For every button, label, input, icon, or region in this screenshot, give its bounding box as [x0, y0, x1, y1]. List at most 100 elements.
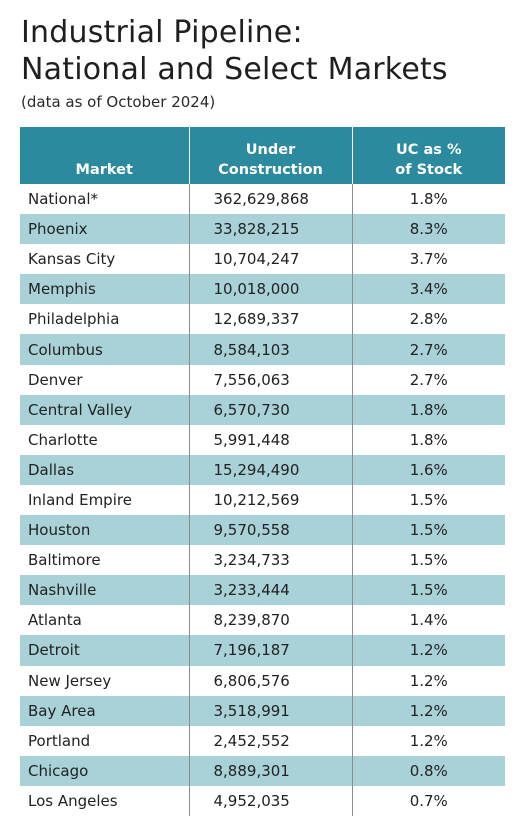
under-construction-cell: 2,452,552 [188, 725, 353, 756]
under-construction-cell: 3,233,444 [188, 575, 353, 606]
market-cell: New Jersey [20, 665, 189, 696]
uc-pct-cell: 1.8% [352, 424, 505, 455]
under-construction-cell: 8,239,870 [188, 605, 353, 636]
table-row: Columbus 8,584,103 2.7% [20, 334, 505, 365]
uc-pct-cell: 1.2% [352, 635, 505, 666]
table-row: Inland Empire 10,212,569 1.5% [20, 484, 505, 516]
table-row: Baltimore 3,234,733 1.5% [20, 545, 505, 576]
subtitle: (data as of October 2024) [21, 93, 216, 111]
table-row: Bay Area 3,518,991 1.2% [20, 695, 505, 726]
under-construction-cell: 10,018,000 [188, 274, 353, 305]
under-construction-cell: 10,704,247 [188, 244, 353, 275]
under-construction-cell: 8,584,103 [188, 334, 353, 365]
uc-pct-cell: 1.2% [352, 725, 505, 756]
header-uc-pct: UC as % of Stock [352, 127, 505, 184]
under-construction-cell: 12,689,337 [188, 304, 353, 335]
uc-pct-cell: 1.5% [352, 484, 505, 516]
header-uc-line-2: Construction [218, 162, 323, 178]
under-construction-cell: 8,889,301 [188, 755, 353, 786]
under-construction-cell: 7,196,187 [188, 635, 353, 666]
market-cell: Denver [20, 364, 189, 395]
header-market: Market [20, 127, 190, 184]
market-cell: Philadelphia [20, 304, 189, 335]
uc-pct-cell: 1.5% [352, 575, 505, 606]
market-cell: Inland Empire [20, 484, 189, 516]
title-line-2: National and Select Markets [21, 52, 448, 87]
under-construction-cell: 6,570,730 [188, 394, 353, 425]
market-cell: Kansas City [20, 244, 189, 275]
uc-pct-cell: 1.8% [352, 394, 505, 425]
uc-pct-cell: 2.7% [352, 334, 505, 365]
table-row: Central Valley 6,570,730 1.8% [20, 394, 505, 425]
under-construction-cell: 5,991,448 [188, 424, 353, 455]
under-construction-cell: 33,828,215 [188, 214, 353, 245]
table-row: Portland 2,452,552 1.2% [20, 725, 505, 756]
market-cell: Baltimore [20, 545, 189, 576]
table-row: National* 362,629,868 1.8% [20, 184, 505, 215]
header-under-construction: Under Construction [189, 127, 353, 184]
table-row: Charlotte 5,991,448 1.8% [20, 424, 505, 455]
under-construction-cell: 15,294,490 [188, 454, 353, 485]
table-row: Kansas City 10,704,247 3.7% [20, 244, 505, 275]
uc-pct-cell: 1.5% [352, 515, 505, 546]
under-construction-cell: 3,518,991 [188, 695, 353, 726]
table-row: Phoenix 33,828,215 8.3% [20, 214, 505, 245]
table-row: Los Angeles 4,952,035 0.7% [20, 785, 505, 816]
uc-pct-cell: 0.8% [352, 755, 505, 786]
market-cell: Charlotte [20, 424, 189, 455]
under-construction-cell: 7,556,063 [188, 364, 353, 395]
table-row: Denver 7,556,063 2.7% [20, 364, 505, 395]
under-construction-cell: 3,234,733 [188, 545, 353, 576]
market-cell: Portland [20, 725, 189, 756]
uc-pct-cell: 3.4% [352, 274, 505, 305]
market-cell: Detroit [20, 635, 189, 666]
table-row: Nashville 3,233,444 1.5% [20, 575, 505, 606]
header-market-label: Market [75, 162, 133, 178]
table-row: Houston 9,570,558 1.5% [20, 515, 505, 546]
table-row: Memphis 10,018,000 3.4% [20, 274, 505, 305]
market-cell: Central Valley [20, 394, 189, 425]
under-construction-cell: 6,806,576 [188, 665, 353, 696]
uc-pct-cell: 0.7% [352, 785, 505, 816]
uc-pct-cell: 1.8% [352, 184, 505, 215]
table-row: Dallas 15,294,490 1.6% [20, 454, 505, 485]
uc-pct-cell: 1.6% [352, 454, 505, 485]
under-construction-cell: 9,570,558 [188, 515, 353, 546]
market-cell: Phoenix [20, 214, 189, 245]
market-cell: Columbus [20, 334, 189, 365]
table-header: Market Under Construction UC as % of Sto… [20, 127, 505, 184]
pipeline-table: Market Under Construction UC as % of Sto… [20, 127, 505, 816]
header-pct-line-1: UC as % [396, 142, 462, 158]
table-row: Chicago 8,889,301 0.8% [20, 755, 505, 786]
uc-pct-cell: 2.8% [352, 304, 505, 335]
market-cell: Dallas [20, 454, 189, 485]
market-cell: Houston [20, 515, 189, 546]
uc-pct-cell: 2.7% [352, 364, 505, 395]
under-construction-cell: 4,952,035 [188, 785, 353, 816]
under-construction-cell: 10,212,569 [188, 484, 353, 516]
table-row: Atlanta 8,239,870 1.4% [20, 605, 505, 636]
table-row: Detroit 7,196,187 1.2% [20, 635, 505, 666]
market-cell: Bay Area [20, 695, 189, 726]
market-cell: Los Angeles [20, 785, 189, 816]
market-cell: National* [20, 184, 189, 215]
page-title: Industrial Pipeline: National and Select… [21, 14, 448, 88]
table-row: New Jersey 6,806,576 1.2% [20, 665, 505, 696]
market-cell: Chicago [20, 755, 189, 786]
table-row: Philadelphia 12,689,337 2.8% [20, 304, 505, 335]
uc-pct-cell: 3.7% [352, 244, 505, 275]
header-uc-line-1: Under [245, 142, 296, 158]
header-pct-line-2: of Stock [395, 162, 463, 178]
uc-pct-cell: 1.2% [352, 665, 505, 696]
uc-pct-cell: 1.5% [352, 545, 505, 576]
uc-pct-cell: 8.3% [352, 214, 505, 245]
market-cell: Atlanta [20, 605, 189, 636]
uc-pct-cell: 1.2% [352, 695, 505, 726]
uc-pct-cell: 1.4% [352, 605, 505, 636]
market-cell: Memphis [20, 274, 189, 305]
under-construction-cell: 362,629,868 [188, 184, 353, 215]
market-cell: Nashville [20, 575, 189, 606]
table-body: National* 362,629,868 1.8% Phoenix 33,828,21… [20, 184, 505, 816]
title-line-1: Industrial Pipeline: [21, 15, 303, 50]
